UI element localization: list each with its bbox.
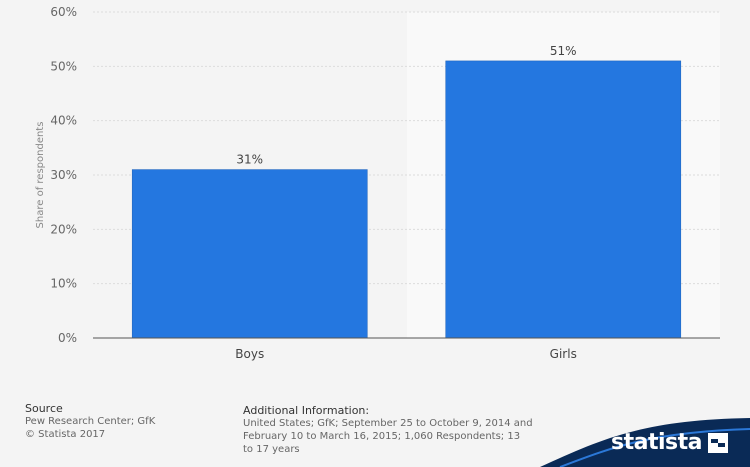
value-labels: 31% 51% xyxy=(236,44,576,167)
y-tick-label: 60% xyxy=(50,5,77,19)
y-tick-label: 20% xyxy=(50,222,77,236)
copyright-line: © Statista 2017 xyxy=(25,429,106,440)
y-tick-label: 30% xyxy=(50,168,77,182)
y-tick-label: 50% xyxy=(50,59,77,73)
x-axis-ticks: Boys Girls xyxy=(235,347,577,361)
additional-info-text: United States; GfK; September 25 to Octo… xyxy=(243,418,533,455)
bar[interactable] xyxy=(131,169,368,339)
bar-value-label: 31% xyxy=(236,153,263,167)
statista-logo[interactable]: statista xyxy=(611,430,728,455)
bar[interactable] xyxy=(445,60,682,339)
source-title: Source xyxy=(25,402,63,415)
y-tick-label: 10% xyxy=(50,277,77,291)
y-axis-ticks: 0% 10% 20% 30% 40% 50% 60% xyxy=(50,5,77,345)
source-block: Source Pew Research Center; GfK © Statis… xyxy=(25,402,155,441)
additional-info-block: Additional Information: United States; G… xyxy=(243,404,533,456)
bar-value-label: 51% xyxy=(550,44,577,58)
additional-info-title: Additional Information: xyxy=(243,404,370,417)
x-tick-label: Boys xyxy=(235,347,264,361)
x-tick-label: Girls xyxy=(550,347,577,361)
y-tick-label: 0% xyxy=(58,331,77,345)
statista-logo-icon xyxy=(708,432,728,453)
brand-name: statista xyxy=(611,430,702,455)
bars xyxy=(131,60,682,339)
y-axis-label: Share of respondents xyxy=(35,122,46,229)
source-line: Pew Research Center; GfK xyxy=(25,416,156,427)
y-tick-label: 40% xyxy=(50,114,77,128)
bar-chart: 0% 10% 20% 30% 40% 50% 60% 31% 51% Boys Girls Sh… xyxy=(35,5,720,361)
